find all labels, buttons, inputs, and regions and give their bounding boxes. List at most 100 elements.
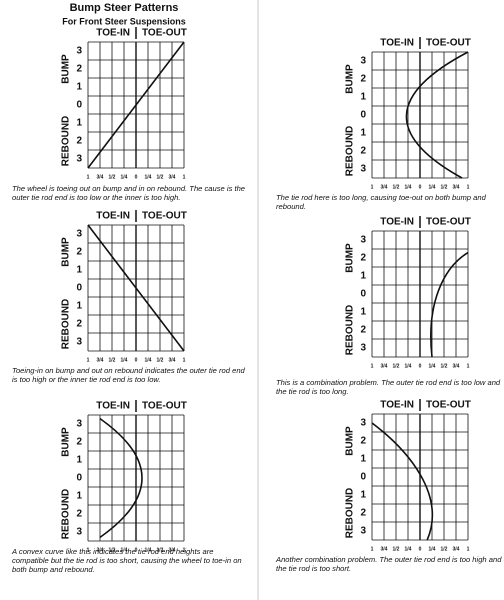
row-label: 2: [360, 74, 366, 85]
col-label: 0: [419, 184, 422, 190]
caption: The wheel is toeing out on bump and in o…: [12, 184, 246, 202]
row-label: 1: [360, 271, 366, 282]
row-label: 1: [360, 128, 366, 139]
row-label: 0: [76, 473, 82, 484]
col-label: 3/4: [381, 363, 388, 369]
col-label: 3/4: [381, 546, 388, 552]
col-label: 1/2: [109, 357, 116, 363]
caption: A convex curve like this indicates the t…: [12, 547, 242, 574]
col-label: 1/2: [393, 184, 400, 190]
col-label: 3/4: [453, 184, 460, 190]
row-label: 3: [360, 235, 366, 246]
toe-out-label: TOE-OUT: [142, 211, 187, 222]
caption: The tie rod here is too long, causing to…: [276, 193, 486, 211]
row-label: 3: [76, 527, 82, 538]
col-label: 1/2: [441, 184, 448, 190]
curve: [100, 419, 142, 538]
col-label: 3/4: [453, 546, 460, 552]
col-label: 1/4: [145, 357, 152, 363]
col-label: 3/4: [453, 363, 460, 369]
rebound-label: REBOUND: [61, 299, 72, 350]
col-label: 3/4: [169, 547, 176, 553]
row-label: 3: [360, 526, 366, 537]
caption: This is a combination problem. The outer…: [276, 378, 501, 396]
row-label: 2: [76, 247, 82, 258]
col-label: 0: [419, 546, 422, 552]
row-label: 1: [76, 491, 82, 502]
col-label: 0: [135, 547, 138, 553]
col-label: 1/2: [441, 546, 448, 552]
row-label: 1: [76, 265, 82, 276]
bump-label: BUMP: [61, 54, 72, 84]
rebound-label: REBOUND: [61, 116, 72, 167]
row-label: 2: [360, 325, 366, 336]
col-label: 1: [467, 546, 470, 552]
toe-in-label: TOE-IN: [96, 28, 130, 39]
row-label: 2: [76, 64, 82, 75]
toe-out-label: TOE-OUT: [426, 400, 471, 411]
col-label: 1: [183, 547, 186, 553]
rebound-label: REBOUND: [345, 126, 356, 177]
col-label: 1/4: [145, 547, 152, 553]
row-label: 3: [76, 419, 82, 430]
caption: Another combination problem. The outer t…: [276, 555, 502, 573]
col-label: 0: [419, 363, 422, 369]
col-label: 1/2: [157, 357, 164, 363]
col-label: 1/4: [145, 174, 152, 180]
row-label: 0: [76, 283, 82, 294]
row-label: 2: [360, 508, 366, 519]
row-label: 3: [360, 343, 366, 354]
col-label: 1/4: [121, 174, 128, 180]
toe-in-label: TOE-IN: [380, 38, 414, 49]
col-label: 1/4: [429, 546, 436, 552]
col-label: 1: [371, 546, 374, 552]
col-label: 1: [371, 363, 374, 369]
col-label: 1: [371, 184, 374, 190]
bump-label: BUMP: [61, 427, 72, 457]
col-label: 1/2: [109, 547, 116, 553]
row-label: 1: [360, 454, 366, 465]
row-label: 1: [360, 307, 366, 318]
row-label: 1: [76, 118, 82, 129]
rebound-label: REBOUND: [345, 305, 356, 356]
toe-out-label: TOE-OUT: [426, 38, 471, 49]
col-label: 1/2: [157, 547, 164, 553]
curve: [88, 225, 184, 351]
toe-out-label: TOE-OUT: [142, 28, 187, 39]
col-label: 1/2: [393, 546, 400, 552]
col-label: 1/4: [405, 363, 412, 369]
caption: Toeing-in on bump and out on rebound ind…: [12, 366, 245, 384]
col-label: 1/4: [405, 184, 412, 190]
col-label: 1/4: [405, 546, 412, 552]
row-label: 2: [360, 253, 366, 264]
bump-label: BUMP: [345, 243, 356, 273]
toe-in-label: TOE-IN: [96, 211, 130, 222]
row-label: 1: [360, 490, 366, 501]
bump-label: BUMP: [345, 426, 356, 456]
row-label: 1: [76, 301, 82, 312]
toe-in-label: TOE-IN: [380, 400, 414, 411]
col-label: 1: [467, 184, 470, 190]
col-label: 3/4: [169, 357, 176, 363]
row-label: 3: [76, 337, 82, 348]
col-label: 1: [87, 174, 90, 180]
col-label: 1: [87, 357, 90, 363]
row-label: 0: [76, 100, 82, 111]
row-label: 3: [360, 56, 366, 67]
col-label: 1/4: [429, 184, 436, 190]
col-label: 1/2: [441, 363, 448, 369]
toe-out-label: TOE-OUT: [426, 217, 471, 228]
toe-in-label: TOE-IN: [380, 217, 414, 228]
col-label: 1/4: [429, 363, 436, 369]
row-label: 2: [360, 436, 366, 447]
col-label: 1/2: [157, 174, 164, 180]
row-label: 2: [360, 146, 366, 157]
col-label: 1: [87, 547, 90, 553]
subtitle: For Front Steer Suspensions: [62, 16, 186, 26]
row-label: 3: [360, 418, 366, 429]
col-label: 0: [135, 357, 138, 363]
curve: [88, 42, 184, 168]
row-label: 2: [76, 509, 82, 520]
